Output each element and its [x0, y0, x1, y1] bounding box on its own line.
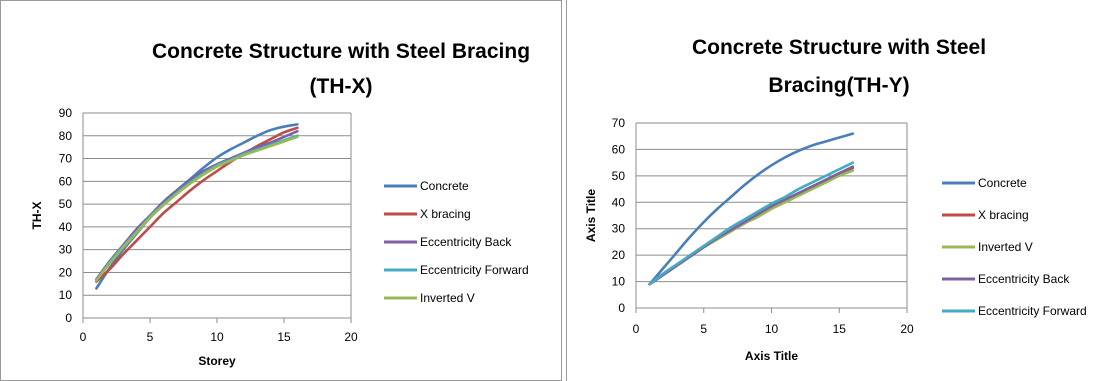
series-line-inverted-v: [95, 135, 299, 282]
x-tick-label-0: 0: [80, 330, 87, 344]
y-tick-label-30: 30: [59, 243, 73, 257]
chart-th-y-panel: Concrete Structure with Steel Bracing(TH-…: [566, 0, 1108, 381]
y-tick-label-30: 30: [612, 222, 626, 236]
x-tick-label-5: 5: [147, 330, 154, 344]
x-tick-label-10: 10: [210, 330, 224, 344]
series-line-concrete: [648, 132, 855, 286]
y-axis-label: TH-X: [30, 202, 44, 230]
y-tick-label-80: 80: [59, 129, 73, 143]
chart-title-line-2: Bracing(TH-Y): [768, 74, 909, 97]
legend-label-concrete: Concrete: [978, 176, 1027, 190]
series-line-inverted-v: [648, 169, 855, 286]
chart-title-line-1: Concrete Structure with Steel Bracing: [152, 40, 530, 63]
x-tick-label-15: 15: [833, 322, 847, 336]
legend-label-x-bracing: X bracing: [978, 208, 1029, 222]
x-tick-label-10: 10: [765, 322, 779, 336]
legend-label-x-bracing: X bracing: [420, 207, 471, 221]
series-line-eccentricity-back: [95, 129, 299, 281]
chart-th-x-panel: Concrete Structure with Steel Bracing (TH…: [0, 0, 562, 381]
legend-label-eccentricity-forward: Eccentricity Forward: [420, 263, 529, 277]
x-tick-label-20: 20: [344, 330, 358, 344]
y-tick-label-10: 10: [612, 275, 626, 289]
y-tick-label-20: 20: [59, 265, 73, 279]
series-line-eccentricity-forward: [648, 161, 855, 286]
x-tick-label-15: 15: [277, 330, 291, 344]
y-tick-label-50: 50: [59, 197, 73, 211]
legend-label-inverted-v: Inverted V: [420, 291, 475, 305]
x-tick-label-5: 5: [700, 322, 707, 336]
legend-label-inverted-v: Inverted V: [978, 240, 1033, 254]
legend-label-eccentricity-back: Eccentricity Back: [978, 272, 1070, 286]
series-line-x-bracing: [95, 126, 299, 283]
series-line-eccentricity-forward: [95, 134, 299, 282]
chart-th-y: Concrete Structure with Steel Bracing(TH-…: [584, 36, 1087, 363]
y-tick-label-70: 70: [612, 116, 626, 130]
chart-th-x: Concrete Structure with Steel Bracing (TH…: [30, 40, 530, 368]
y-tick-label-60: 60: [612, 142, 626, 156]
y-tick-label-20: 20: [612, 248, 626, 262]
x-axis-label: Storey: [198, 354, 236, 368]
y-tick-label-60: 60: [59, 174, 73, 188]
y-tick-label-40: 40: [612, 195, 626, 209]
y-tick-label-0: 0: [618, 301, 625, 315]
legend-label-eccentricity-forward: Eccentricity Forward: [978, 304, 1087, 318]
series-line-concrete: [95, 123, 299, 290]
y-tick-label-50: 50: [612, 169, 626, 183]
x-tick-label-0: 0: [633, 322, 640, 336]
y-tick-label-10: 10: [59, 288, 73, 302]
x-axis-label: Axis Title: [745, 349, 798, 363]
y-axis-label: Axis Title: [584, 189, 598, 242]
y-tick-label-0: 0: [65, 311, 72, 325]
x-tick-label-20: 20: [900, 322, 914, 336]
chart-title-line-1: Concrete Structure with Steel: [692, 36, 986, 59]
legend-label-concrete: Concrete: [420, 179, 469, 193]
y-tick-label-90: 90: [59, 106, 73, 120]
chart-title-line-2: (TH-X): [310, 75, 373, 98]
y-tick-label-70: 70: [59, 152, 73, 166]
y-tick-label-40: 40: [59, 220, 73, 234]
legend-label-eccentricity-back: Eccentricity Back: [420, 235, 512, 249]
